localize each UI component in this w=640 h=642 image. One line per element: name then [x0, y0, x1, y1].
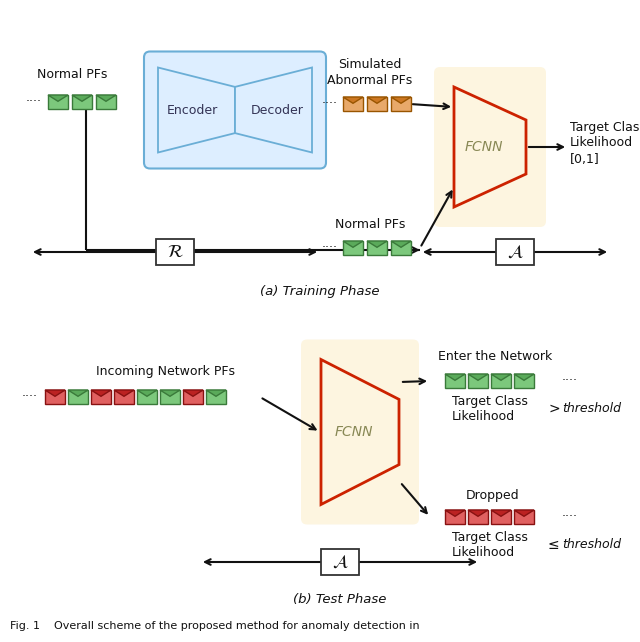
- Text: threshold: threshold: [562, 539, 621, 551]
- Polygon shape: [391, 241, 411, 247]
- Bar: [206, 390, 226, 404]
- Text: Likelihood: Likelihood: [570, 137, 633, 150]
- FancyBboxPatch shape: [156, 239, 194, 265]
- Bar: [343, 97, 363, 111]
- Bar: [68, 390, 88, 404]
- Text: ····: ····: [322, 241, 338, 254]
- Text: Incoming Network PFs: Incoming Network PFs: [95, 365, 234, 377]
- Text: Likelihood: Likelihood: [452, 410, 515, 424]
- Bar: [491, 510, 511, 524]
- Bar: [114, 390, 134, 404]
- Text: Normal PFs: Normal PFs: [335, 218, 405, 230]
- Text: ≤: ≤: [548, 538, 559, 552]
- Text: ····: ····: [322, 98, 338, 110]
- FancyBboxPatch shape: [496, 239, 534, 265]
- Polygon shape: [367, 241, 387, 247]
- Text: ····: ····: [562, 510, 578, 523]
- Polygon shape: [514, 374, 534, 380]
- Polygon shape: [468, 510, 488, 516]
- Text: ····: ····: [26, 96, 42, 108]
- Text: Encoder: Encoder: [167, 103, 218, 116]
- Bar: [468, 510, 488, 524]
- Text: Fig. 1    Overall scheme of the proposed method for anomaly detection in: Fig. 1 Overall scheme of the proposed me…: [10, 621, 420, 631]
- Text: Target Class: Target Class: [570, 121, 640, 134]
- Bar: [91, 390, 111, 404]
- Text: [0,1]: [0,1]: [570, 153, 600, 166]
- Polygon shape: [514, 510, 534, 516]
- Text: Likelihood: Likelihood: [452, 546, 515, 559]
- Text: ····: ····: [22, 390, 38, 404]
- Text: Dropped: Dropped: [466, 489, 520, 501]
- Polygon shape: [48, 95, 68, 101]
- Bar: [391, 241, 411, 255]
- Text: >: >: [548, 402, 559, 416]
- Polygon shape: [91, 390, 111, 396]
- Polygon shape: [343, 241, 363, 247]
- FancyBboxPatch shape: [321, 549, 359, 575]
- FancyBboxPatch shape: [144, 51, 326, 168]
- Polygon shape: [367, 97, 387, 103]
- Polygon shape: [468, 374, 488, 380]
- Text: FCNN: FCNN: [335, 425, 373, 439]
- Polygon shape: [391, 97, 411, 103]
- Bar: [343, 241, 363, 255]
- Polygon shape: [183, 390, 203, 396]
- Polygon shape: [114, 390, 134, 396]
- Text: $\mathcal{R}$: $\mathcal{R}$: [166, 243, 183, 261]
- Text: threshold: threshold: [562, 403, 621, 415]
- Polygon shape: [343, 97, 363, 103]
- Bar: [445, 374, 465, 388]
- Text: Enter the Network: Enter the Network: [438, 351, 552, 363]
- Polygon shape: [45, 390, 65, 396]
- Bar: [48, 95, 68, 109]
- Text: Target Class: Target Class: [452, 530, 528, 544]
- Text: $\mathcal{A}$: $\mathcal{A}$: [507, 243, 524, 261]
- Polygon shape: [491, 374, 511, 380]
- Polygon shape: [68, 390, 88, 396]
- Bar: [183, 390, 203, 404]
- Bar: [514, 510, 534, 524]
- Bar: [445, 510, 465, 524]
- Polygon shape: [137, 390, 157, 396]
- Bar: [468, 374, 488, 388]
- Bar: [514, 374, 534, 388]
- Text: Simulated: Simulated: [339, 58, 402, 71]
- Text: $\mathcal{A}$: $\mathcal{A}$: [332, 553, 348, 571]
- Polygon shape: [206, 390, 226, 396]
- Polygon shape: [235, 67, 312, 153]
- FancyBboxPatch shape: [301, 340, 419, 525]
- Bar: [45, 390, 65, 404]
- Polygon shape: [445, 510, 465, 516]
- Bar: [72, 95, 92, 109]
- Text: Target Class: Target Class: [452, 394, 528, 408]
- Text: Normal PFs: Normal PFs: [37, 67, 107, 80]
- Bar: [137, 390, 157, 404]
- Text: FCNN: FCNN: [465, 140, 504, 154]
- Polygon shape: [491, 510, 511, 516]
- Text: (b) Test Phase: (b) Test Phase: [293, 593, 387, 607]
- Bar: [367, 97, 387, 111]
- Bar: [367, 241, 387, 255]
- Bar: [96, 95, 116, 109]
- Bar: [391, 97, 411, 111]
- Text: (a) Training Phase: (a) Training Phase: [260, 286, 380, 299]
- Polygon shape: [160, 390, 180, 396]
- Text: Decoder: Decoder: [251, 103, 304, 116]
- Text: ····: ····: [562, 374, 578, 388]
- Polygon shape: [158, 67, 235, 153]
- Text: Abnormal PFs: Abnormal PFs: [328, 73, 413, 87]
- Polygon shape: [96, 95, 116, 101]
- Polygon shape: [445, 374, 465, 380]
- Bar: [160, 390, 180, 404]
- Polygon shape: [72, 95, 92, 101]
- FancyBboxPatch shape: [434, 67, 546, 227]
- Bar: [491, 374, 511, 388]
